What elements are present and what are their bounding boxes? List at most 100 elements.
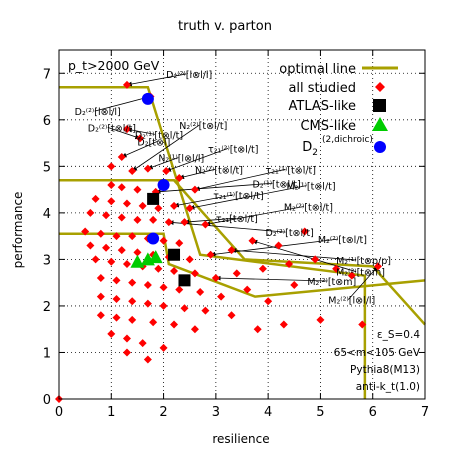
point-all-studied [180, 304, 189, 313]
point-all-studied [133, 215, 142, 224]
point-all-studied [175, 239, 184, 248]
annotation-label: τ₂₁[t⊗l/t] [216, 214, 258, 225]
point-d2-dichroic [157, 178, 170, 191]
annotation-arrow [168, 220, 286, 233]
point-all-studied [133, 185, 142, 194]
annotation-label: D₂[t⊗l] [137, 137, 170, 148]
annotation-label: M₂⁽²⁾[l⊗l/l] [328, 296, 375, 307]
point-all-studied [122, 199, 131, 208]
point-all-studied [107, 162, 116, 171]
point-all-studied [175, 285, 184, 294]
point-all-studied [206, 250, 215, 259]
point-all-studied [96, 274, 105, 283]
legend-label-d2-sup: (2,dichroic) [322, 135, 373, 145]
point-all-studied [128, 166, 137, 175]
point-all-studied [136, 134, 145, 143]
point-all-studied [133, 248, 142, 257]
point-all-studied [253, 325, 262, 334]
point-all-studied [170, 320, 179, 329]
point-all-studied [138, 201, 147, 210]
point-all-studied [190, 185, 199, 194]
point-all-studied [117, 213, 126, 222]
annotation-arrow [188, 185, 307, 210]
point-all-studied [170, 201, 179, 210]
annotation-arrow [251, 239, 357, 273]
y-tick-label: 6 [43, 114, 51, 129]
point-all-studied [279, 320, 288, 329]
point-all-studied [96, 311, 105, 320]
legend-swatch-d2 [374, 141, 386, 153]
annotation-label: M₂⁽²⁾[t⊗m] [307, 277, 356, 288]
point-all-studied [117, 183, 126, 192]
point-all-studied [86, 241, 95, 250]
point-all-studied [159, 301, 168, 310]
annotation-label: D₂⁽²⁾[t⊗l/t] [88, 123, 136, 134]
point-all-studied [102, 211, 111, 220]
point-all-studied [128, 232, 137, 241]
point-all-studied [196, 287, 205, 296]
point-all-studied [91, 194, 100, 203]
annotation-label: M₂⁽²⁾[t⊗l/t] [284, 203, 333, 214]
point-all-studied [149, 318, 158, 327]
y-axis-label: performance [11, 192, 25, 269]
point-all-studied [112, 294, 121, 303]
optimal-lines [59, 85, 426, 399]
y-tick-label: 5 [43, 160, 51, 175]
legend-swatch-atlas [373, 99, 386, 112]
annotation-label: D₂⁽¹⁾[t⊗l/t] [252, 179, 300, 190]
point-all-studied [347, 271, 356, 280]
annotation-label: M₂⁽¹⁾[t⊗p/p] [336, 256, 391, 267]
x-tick-label: 7 [421, 405, 429, 420]
point-all-studied [274, 241, 283, 250]
point-all-studied [258, 264, 267, 273]
point-all-studied [117, 153, 126, 162]
annotation-label: M₂⁽²⁾[t⊗l/t] [318, 235, 367, 246]
point-all-studied [143, 164, 152, 173]
point-all-studied [143, 299, 152, 308]
annotation-label: D₂⁽²⁾[t⊗l/t] [266, 228, 314, 239]
point-all-studied [232, 269, 241, 278]
y-tick-label: 4 [43, 207, 51, 222]
point-all-studied [332, 264, 341, 273]
info-generator: Pythia8(M13) [350, 364, 420, 376]
annotation-arrow [107, 127, 141, 140]
point-all-studied [311, 255, 320, 264]
point-all-studied [185, 204, 194, 213]
point-all-studied [154, 204, 163, 213]
annotation-label: M₂⁽²⁾[t⊗m] [336, 268, 385, 279]
info-box: ε_S=0.4 65<m<105 GeV Pythia8(M13) anti-k… [334, 329, 421, 393]
point-all-studied [122, 125, 131, 134]
y-tick-label: 2 [43, 300, 51, 315]
point-all-studied [122, 334, 131, 343]
point-all-studied [96, 292, 105, 301]
point-all-studied [138, 339, 147, 348]
point-all-studied [81, 227, 90, 236]
info-mass: 65<m<105 GeV [334, 347, 421, 359]
point-all-studied [201, 220, 210, 229]
annotation-arrow [131, 124, 200, 172]
x-tick-label: 3 [212, 405, 220, 420]
point-all-studied [102, 243, 111, 252]
point-all-studied [122, 80, 131, 89]
y-tick-label: 7 [43, 67, 51, 82]
annotation-arrow [165, 147, 229, 172]
point-all-studied [162, 166, 171, 175]
annotation-arrow [178, 168, 216, 180]
point-all-studied [107, 180, 116, 189]
annotation-arrow [183, 217, 236, 225]
x-tick-label: 4 [264, 405, 272, 420]
annotation-label: τ₂₁⁽¹⁾[t⊗l/t] [266, 165, 316, 176]
point-all-studied [122, 260, 131, 269]
optimal-line [59, 232, 426, 298]
pt-label: p_t>2000 GeV [68, 58, 160, 73]
annotation-arrow [121, 141, 158, 158]
point-cms-like [130, 254, 145, 268]
point-all-studied [91, 255, 100, 264]
chart-title: truth v. parton [178, 19, 272, 34]
y-tick-label: 3 [43, 253, 51, 268]
point-all-studied [227, 311, 236, 320]
annotation-label: N₂⁽²⁾[t⊗l/t] [179, 121, 227, 132]
point-all-studied [159, 236, 168, 245]
annotation-arrow [215, 275, 328, 282]
